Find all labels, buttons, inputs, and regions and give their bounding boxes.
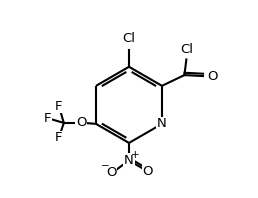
Text: Cl: Cl xyxy=(180,43,193,56)
Text: +: + xyxy=(131,150,139,160)
Text: O: O xyxy=(106,166,117,179)
Text: Cl: Cl xyxy=(123,32,135,45)
Text: F: F xyxy=(55,100,63,113)
Text: F: F xyxy=(55,131,63,144)
Text: N: N xyxy=(157,117,167,130)
Text: O: O xyxy=(76,116,87,129)
Text: O: O xyxy=(207,69,217,83)
Text: F: F xyxy=(44,111,51,125)
Text: O: O xyxy=(142,165,153,178)
Text: N: N xyxy=(124,154,134,167)
Text: −: − xyxy=(101,161,110,171)
